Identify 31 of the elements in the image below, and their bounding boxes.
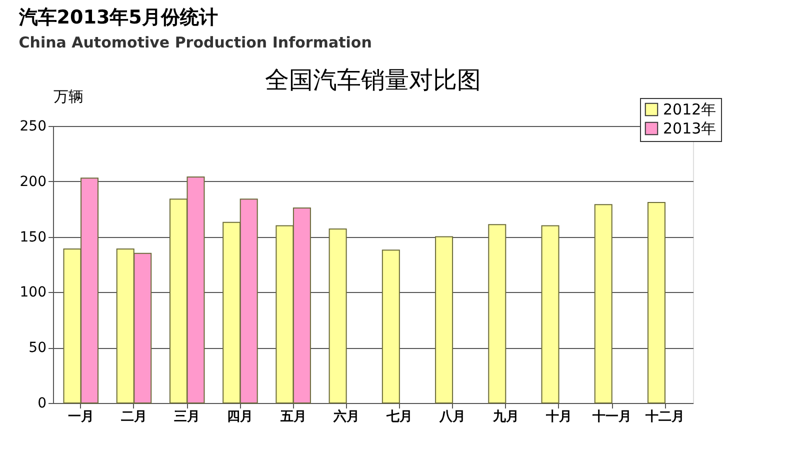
y-tick-label: 50	[28, 340, 46, 356]
y-tick-label: 150	[20, 229, 46, 246]
y-tick-label: 250	[20, 118, 46, 134]
x-tick-label: 一月	[68, 410, 94, 424]
bar	[541, 225, 560, 404]
chart-title: 全国汽车销量对比图	[265, 66, 481, 94]
text: China Automotive Production Information	[18, 34, 372, 52]
bar	[382, 250, 400, 404]
x-tick-label: 二月	[120, 410, 147, 424]
x-tick-label: 六月	[332, 408, 360, 424]
x-tick-label: 九月	[492, 410, 519, 424]
bar	[647, 202, 666, 404]
x-tick-label: 十一月	[592, 410, 632, 424]
bar	[328, 228, 347, 404]
x-tick-label: 十二月	[644, 410, 685, 424]
x-tick-label: 三月	[174, 410, 200, 424]
x-tick-label: 五月	[279, 410, 306, 424]
bar	[488, 224, 506, 404]
bar	[594, 204, 612, 404]
y-tick-label: 100	[20, 284, 46, 301]
text: 汽车2013年5月份统计	[18, 6, 218, 28]
x-tick-label: 十月	[544, 410, 572, 424]
x-tick-label: 四月	[227, 410, 254, 424]
y-axis-title: 万辆	[54, 88, 84, 106]
legend-label: 2013年	[663, 120, 716, 138]
y-tick-label: 200	[20, 174, 46, 190]
x-tick-label: 七月	[386, 410, 413, 424]
legend-label: 2012年	[663, 100, 716, 118]
y-tick-label: 0	[38, 396, 46, 412]
x-tick-label: 八月	[438, 410, 466, 424]
bar	[435, 236, 454, 404]
